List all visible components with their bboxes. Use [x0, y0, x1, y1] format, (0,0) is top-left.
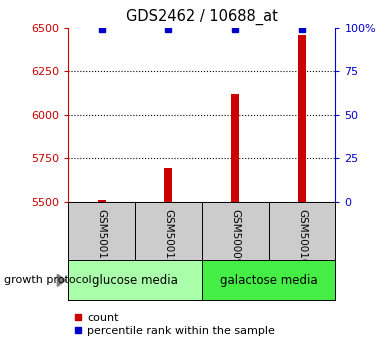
Bar [231, 94, 239, 202]
Bar [298, 36, 306, 202]
Bar [165, 168, 172, 202]
Text: GSM50010: GSM50010 [297, 209, 307, 265]
Legend: count, percentile rank within the sample: count, percentile rank within the sample [74, 313, 275, 336]
Text: GSM50009: GSM50009 [230, 209, 240, 265]
Text: galactose media: galactose media [220, 274, 317, 287]
Text: growth protocol: growth protocol [4, 275, 92, 285]
Text: GSM50012: GSM50012 [163, 209, 174, 265]
Bar [98, 200, 106, 202]
Text: glucose media: glucose media [92, 274, 178, 287]
Text: GSM50011: GSM50011 [97, 209, 106, 265]
Title: GDS2462 / 10688_at: GDS2462 / 10688_at [126, 9, 278, 25]
